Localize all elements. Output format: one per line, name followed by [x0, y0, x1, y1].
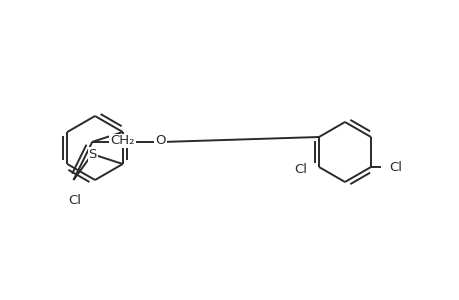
Text: Cl: Cl — [388, 160, 401, 173]
Text: CH₂: CH₂ — [110, 134, 134, 147]
Text: S: S — [89, 148, 97, 160]
Text: Cl: Cl — [294, 163, 307, 176]
Text: O: O — [155, 134, 165, 147]
Text: Cl: Cl — [68, 194, 81, 207]
